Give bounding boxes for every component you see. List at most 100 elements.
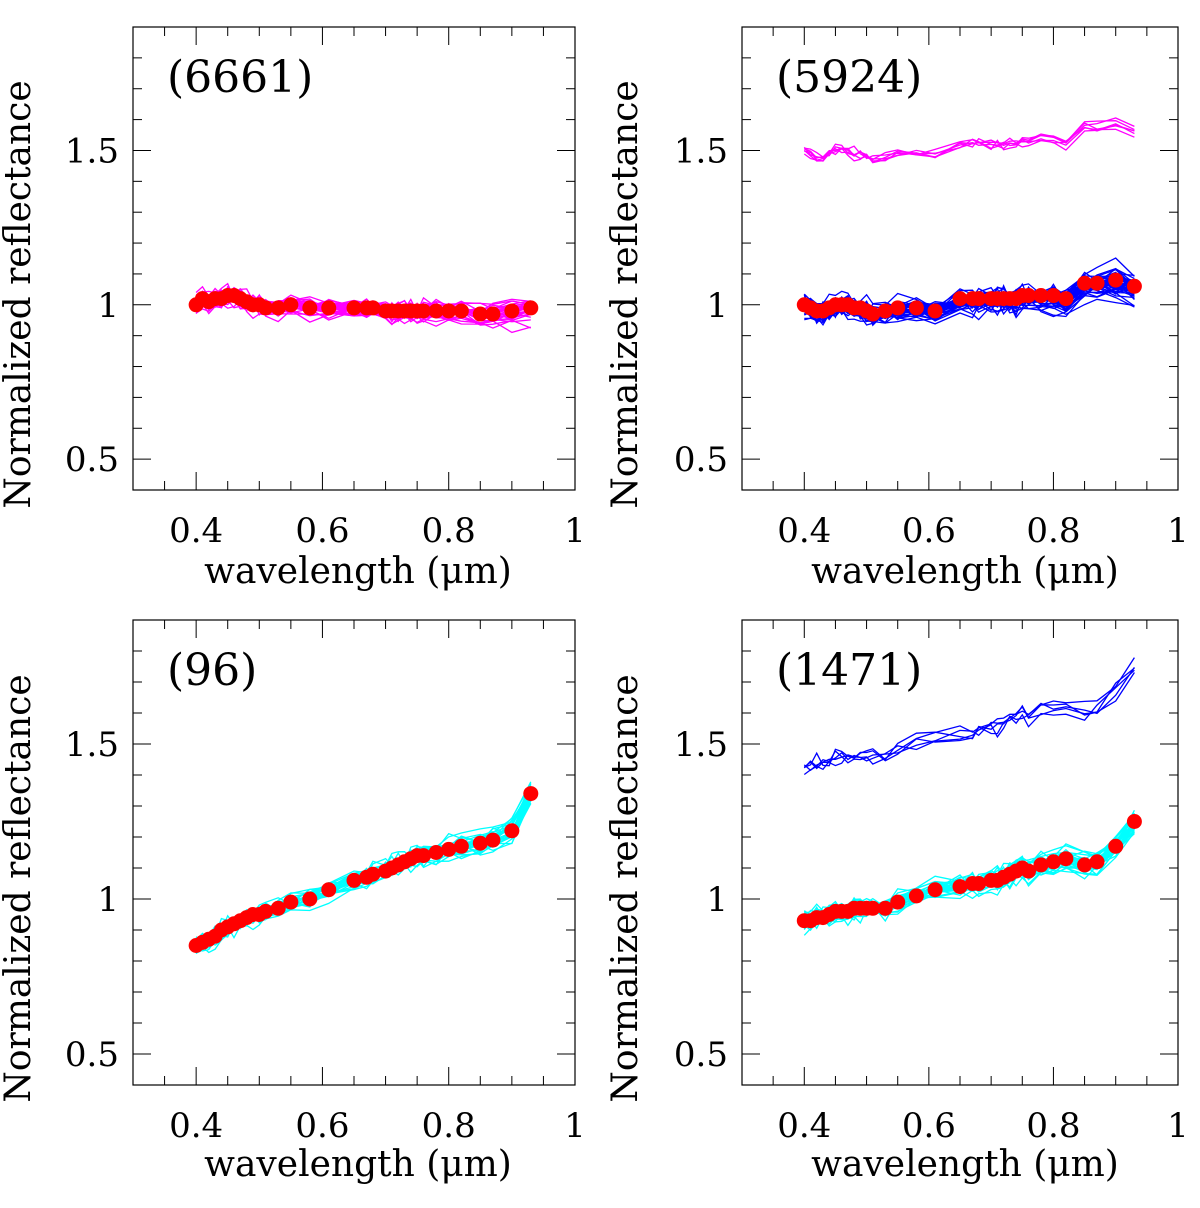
data-point <box>877 303 893 319</box>
data-point <box>321 300 337 316</box>
data-point <box>952 291 968 307</box>
data-point <box>441 303 457 319</box>
spectrum-line <box>803 117 1135 164</box>
y-tick-label: 0.5 <box>674 1035 728 1075</box>
data-point <box>1077 857 1093 873</box>
data-point <box>908 888 924 904</box>
x-tick-label: 1 <box>564 1106 586 1146</box>
spectrum-line <box>803 669 1135 772</box>
x-tick-label: 0.8 <box>1026 511 1080 551</box>
data-point <box>441 841 457 857</box>
data-point <box>865 306 881 322</box>
data-point <box>877 900 893 916</box>
spectrum-line <box>195 785 532 953</box>
data-point <box>927 303 943 319</box>
y-tick-label: 0.5 <box>65 1035 119 1075</box>
data-point <box>365 866 381 882</box>
spectrum-line <box>803 657 1135 776</box>
data-point <box>321 882 337 898</box>
panel-4: 0.4 0.6 0.8 1 0.5 1 1.5 wavelength (μm) Normaliz… <box>605 619 1189 1185</box>
data-point <box>415 848 431 864</box>
data-point <box>283 894 299 910</box>
y-tick-label: 1 <box>706 880 728 920</box>
y-tick-label: 0.5 <box>65 440 119 480</box>
data-point <box>453 303 469 319</box>
data-point <box>258 300 274 316</box>
data-point <box>927 882 943 898</box>
data-point <box>415 303 431 319</box>
data-point <box>1089 275 1105 291</box>
x-tick-label: 0.6 <box>902 511 956 551</box>
data-point <box>258 903 274 919</box>
x-tick-label: 0.6 <box>295 511 349 551</box>
data-point <box>523 786 539 802</box>
x-axis-label: wavelength (μm) <box>204 551 512 592</box>
x-tick-label: 1 <box>1167 511 1189 551</box>
data-point <box>1126 814 1142 829</box>
data-point <box>1045 288 1061 304</box>
data-point <box>1108 272 1124 288</box>
data-point <box>428 303 444 319</box>
x-tick-label: 1 <box>1167 1106 1189 1146</box>
data-point <box>1089 854 1105 870</box>
data-point <box>1021 863 1037 879</box>
panel-1: 0.4 0.6 0.8 1 0.5 1 1.5 wavelength (μm) Normaliz… <box>0 26 586 592</box>
y-tick-label: 0.5 <box>674 440 728 480</box>
data-point <box>1021 288 1037 304</box>
panel-title: (6661) <box>167 52 313 103</box>
spectrum-line <box>195 789 532 952</box>
y-axis-label: Normalized reflectance <box>0 674 39 1102</box>
spectrum-line <box>804 120 1135 161</box>
panel-2: 0.4 0.6 0.8 1 0.5 1 1.5 wavelength (μm) Normaliz… <box>605 26 1189 592</box>
y-tick-label: 1 <box>97 880 119 920</box>
x-axis-label: wavelength (μm) <box>811 1144 1119 1185</box>
y-tick-label: 1.5 <box>674 725 728 765</box>
data-point <box>971 291 987 307</box>
y-axis-label: Normalized reflectance <box>0 80 39 508</box>
y-tick-label: 1.5 <box>65 131 119 171</box>
y-tick-label: 1 <box>706 286 728 326</box>
panel-title: (5924) <box>776 52 922 103</box>
data-point <box>365 300 381 316</box>
x-tick-label: 0.6 <box>295 1106 349 1146</box>
x-axis-label: wavelength (μm) <box>811 551 1119 592</box>
x-axis-label: wavelength (μm) <box>204 1144 512 1185</box>
data-point <box>504 823 520 839</box>
spectrum-line <box>195 781 532 954</box>
spectrum-line <box>803 123 1135 160</box>
data-point <box>865 900 881 916</box>
y-tick-label: 1 <box>97 286 119 326</box>
x-tick-label: 0.4 <box>169 1106 223 1146</box>
data-point <box>952 879 968 895</box>
data-point <box>504 303 520 319</box>
data-point <box>1033 857 1049 873</box>
spectra-group <box>803 657 1135 936</box>
data-point <box>302 300 318 316</box>
data-point <box>485 306 501 322</box>
spectrum-line <box>803 127 1135 162</box>
x-tick-label: 0.4 <box>777 1106 831 1146</box>
data-point <box>1126 278 1142 294</box>
data-point <box>890 300 906 316</box>
spectrum-line <box>803 667 1135 770</box>
data-point <box>472 306 488 322</box>
data-point <box>1077 275 1093 291</box>
data-point <box>302 891 318 907</box>
data-point <box>890 894 906 910</box>
x-tick-label: 0.4 <box>777 511 831 551</box>
data-point <box>1045 854 1061 870</box>
x-tick-label: 0.8 <box>1026 1106 1080 1146</box>
panel-title: (1471) <box>776 645 922 696</box>
data-point <box>523 300 539 316</box>
data-point <box>283 297 299 313</box>
y-axis-label: Normalized reflectance <box>605 674 646 1102</box>
panel-3: 0.4 0.6 0.8 1 0.5 1 1.5 wavelength (μm) Normaliz… <box>0 619 586 1185</box>
data-point <box>1108 838 1124 854</box>
x-tick-label: 0.4 <box>169 511 223 551</box>
data-point <box>908 300 924 316</box>
data-point <box>453 838 469 854</box>
data-point <box>270 900 286 916</box>
y-axis-label: Normalized reflectance <box>605 80 646 508</box>
